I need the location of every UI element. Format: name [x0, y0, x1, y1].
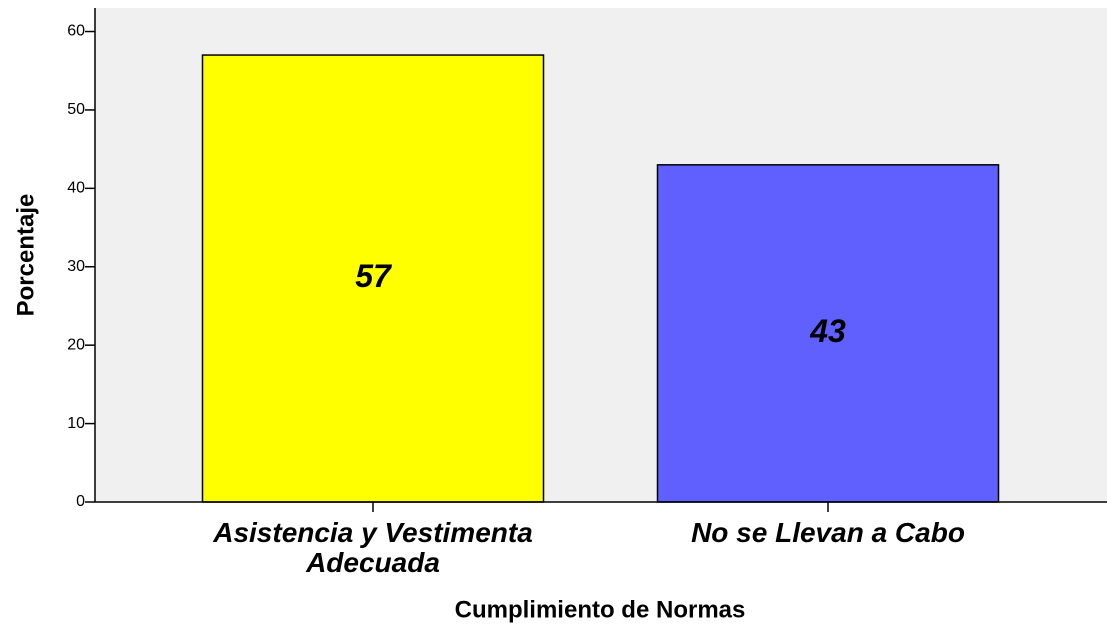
x-axis-label: Cumplimiento de Normas: [455, 596, 746, 623]
y-axis-label: Porcentaje: [12, 194, 39, 317]
y-tick-label: 30: [67, 258, 85, 275]
y-tick-label: 40: [67, 180, 85, 197]
bar: [201, 54, 545, 503]
data-label: 57: [355, 258, 393, 294]
y-tick-label: 0: [76, 493, 85, 510]
y-tick-label: 10: [67, 415, 85, 432]
data-label: 43: [809, 313, 846, 349]
x-tick-label: No se Llevan a Cabo: [691, 517, 965, 548]
y-tick-label: 60: [67, 23, 85, 40]
y-tick-label: 50: [67, 101, 85, 118]
x-tick-label: Asistencia y Vestimenta Adecuada: [213, 517, 533, 578]
y-tick-label: 20: [67, 336, 85, 353]
